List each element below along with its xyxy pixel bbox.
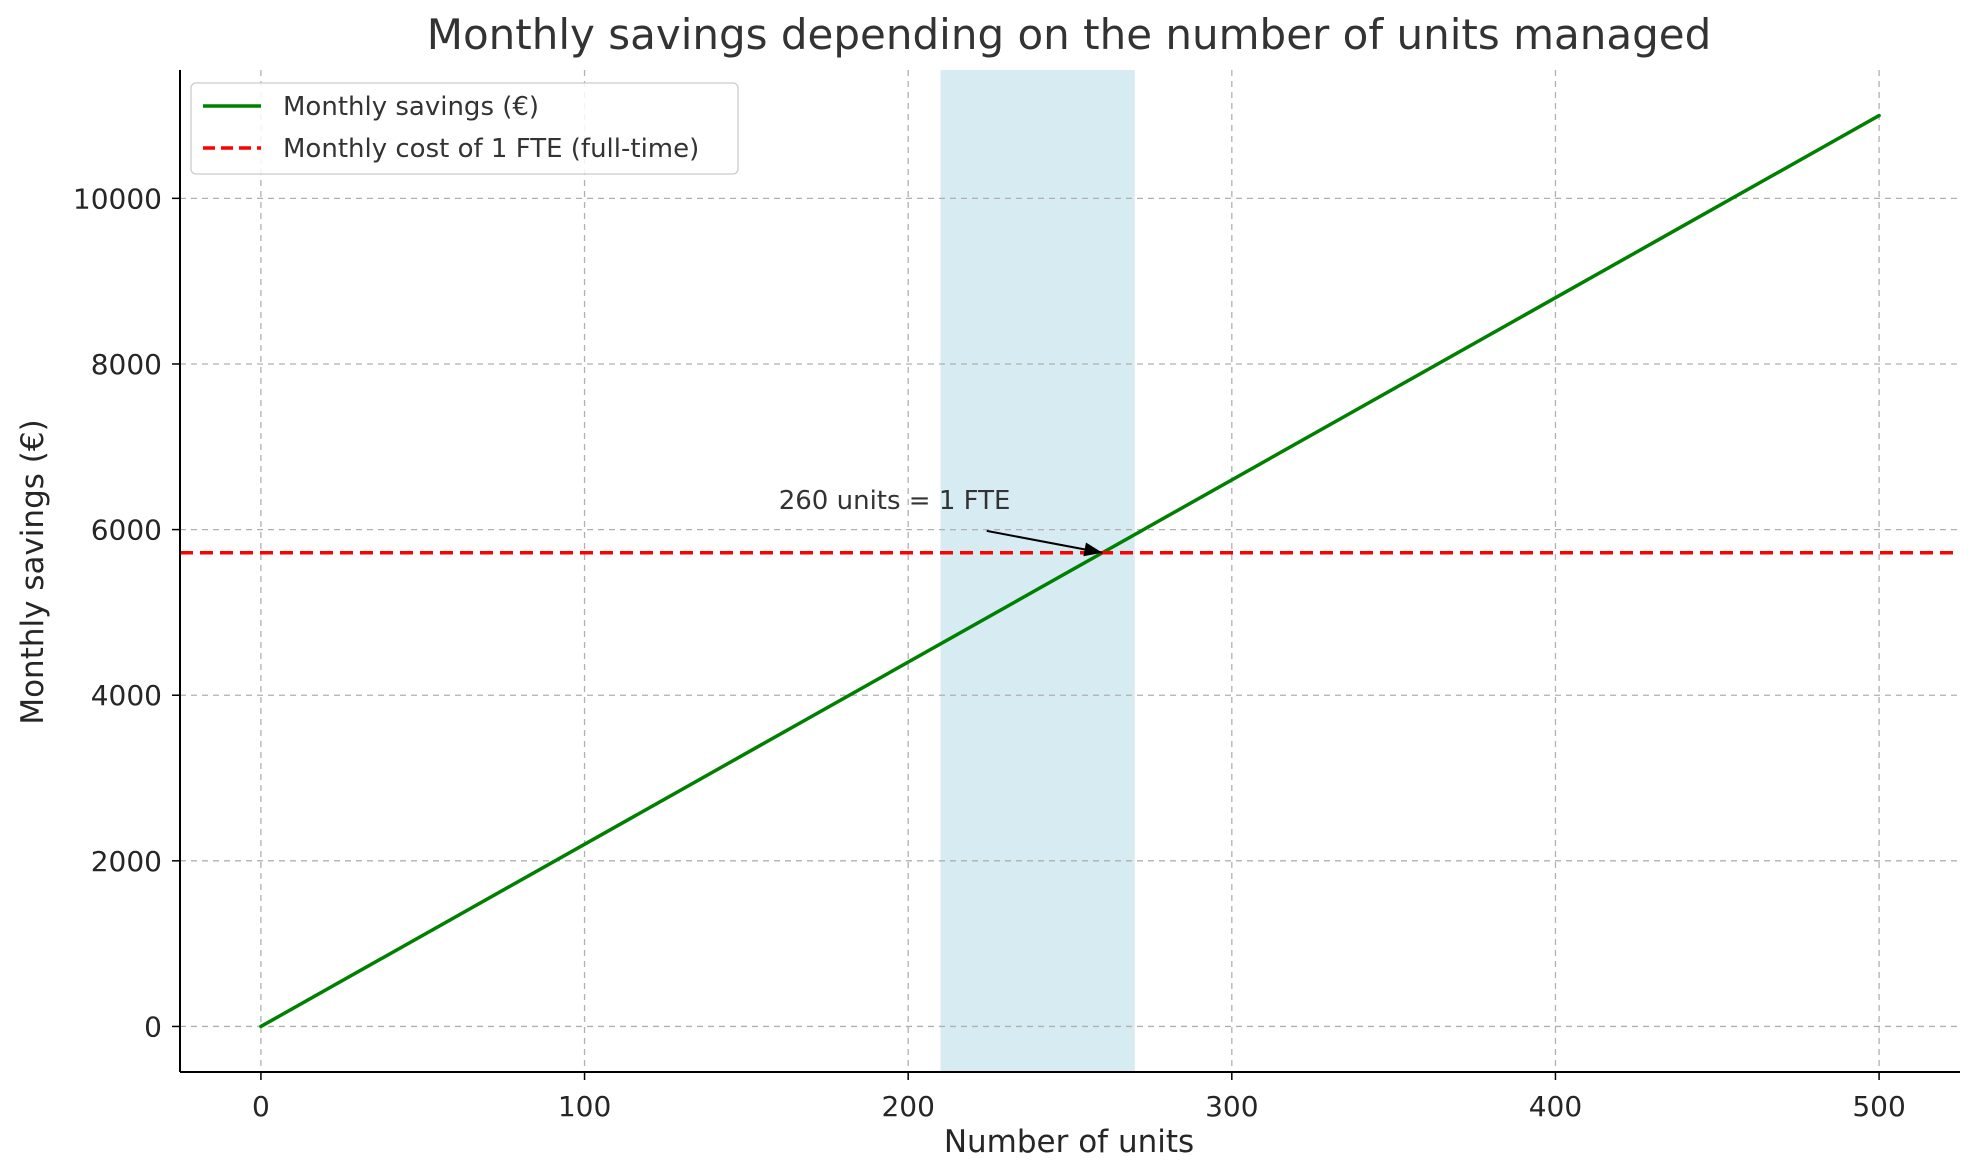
series-layer [180, 113, 1960, 1029]
x-tick-label: 0 [252, 1090, 270, 1123]
ticks-layer: 0 100 200 300 400 500 0 2000 4000 6000 8000 10000 [73, 182, 1906, 1123]
y-tick-label: 4000 [91, 679, 162, 712]
annotation-arrow-line [986, 529, 1103, 554]
x-axis-label: Number of units [944, 1124, 1194, 1160]
x-tick-label: 500 [1852, 1090, 1905, 1123]
x-tick-label: 200 [881, 1090, 934, 1123]
legend-frame [190, 82, 739, 175]
x-tick-label: 100 [558, 1090, 611, 1123]
annotation-layer: 260 units = 1 FTE [779, 486, 1103, 557]
y-tick-label: 10000 [73, 182, 162, 215]
y-tick-label: 0 [144, 1010, 162, 1043]
y-axis-label: Monthly savings (€) [15, 419, 51, 724]
grid-layer [180, 70, 1960, 1072]
x-tick-label: 300 [1205, 1090, 1258, 1123]
annotation-arrow-head [1083, 542, 1103, 557]
chart-title: Monthly savings depending on the number … [427, 10, 1712, 59]
legend-label-monthly-savings: Monthly savings (€) [283, 92, 539, 122]
x-tick-label: 400 [1529, 1090, 1582, 1123]
axes-layer [179, 70, 1960, 1073]
y-tick-label: 6000 [91, 514, 162, 547]
y-tick-label: 2000 [91, 845, 162, 878]
shaded-region-layer [940, 70, 1135, 1072]
y-tick-label: 8000 [91, 348, 162, 381]
shaded-region [940, 70, 1135, 1072]
series-line-monthly-savings [259, 113, 1881, 1029]
legend-label-fte-cost: Monthly cost of 1 FTE (full-time) [283, 134, 699, 164]
legend: Monthly savings (€) Monthly cost of 1 FT… [190, 82, 739, 175]
annotation-text: 260 units = 1 FTE [779, 486, 1011, 516]
